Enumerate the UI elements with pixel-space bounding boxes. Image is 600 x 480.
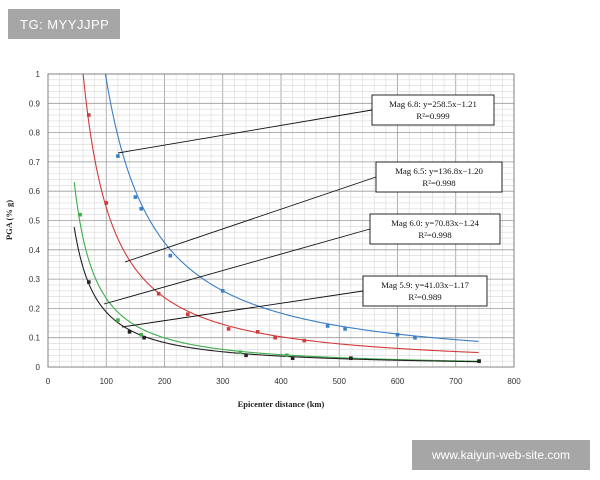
- data-point: [104, 201, 109, 205]
- annotation-equation: Mag 6.0: y=70.83x−1.24: [391, 218, 479, 228]
- y-tick-label: 0.7: [29, 158, 41, 167]
- annotation-leader: [117, 109, 373, 154]
- data-point: [116, 318, 120, 322]
- data-point: [290, 356, 295, 361]
- x-tick-label: 100: [100, 377, 114, 386]
- data-point: [220, 289, 225, 293]
- x-tick-label: 200: [158, 377, 172, 386]
- x-tick-label: 600: [391, 377, 405, 386]
- annotation-r2: R²=0.989: [408, 292, 442, 302]
- y-tick-label: 0.8: [29, 129, 41, 138]
- y-tick-label: 0.6: [29, 187, 41, 196]
- x-tick-label: 400: [274, 377, 288, 386]
- tag-label: TG: MYYJJPP: [8, 9, 120, 39]
- data-point: [127, 330, 132, 334]
- data-point: [238, 350, 243, 355]
- fit-curve-mag-6.0: [73, 181, 479, 362]
- annotation-r2: R²=0.999: [416, 111, 450, 121]
- data-point: [255, 330, 260, 334]
- data-point: [168, 253, 173, 258]
- annotation-equation: Mag 6.8: y=258.5x−1.21: [389, 99, 477, 109]
- data-point: [285, 353, 289, 358]
- y-tick-label: 0: [36, 363, 41, 372]
- annotation-box: [362, 275, 488, 307]
- annotation-equation: Mag 6.5: y=136.8x−1.20: [395, 166, 483, 176]
- annotation-boxes: Mag 6.8: y=258.5x−1.21 R²=0.999 Mag 6.5: y…: [362, 94, 503, 307]
- data-point: [343, 327, 347, 331]
- data-point: [186, 312, 190, 317]
- x-tick-label: 700: [449, 377, 463, 386]
- data-point: [413, 335, 417, 340]
- data-point: [226, 327, 231, 331]
- annotation-box: [375, 161, 503, 193]
- data-point: [86, 113, 91, 117]
- annotation-box: [371, 94, 495, 126]
- data-point: [86, 280, 91, 284]
- y-tick-label: 0.5: [29, 217, 41, 226]
- y-tick-label: 0.9: [29, 99, 41, 108]
- y-tick-label: 0.2: [29, 304, 41, 313]
- data-points: [78, 113, 481, 363]
- x-axis-label: Epicenter distance (km): [238, 399, 325, 409]
- data-point: [78, 212, 82, 217]
- annotation-leader: [121, 290, 364, 328]
- annotation-equation: Mag 5.9: y=41.03x−1.17: [381, 280, 469, 290]
- fit-curve-mag-6.8: [104, 74, 479, 342]
- data-point: [395, 332, 400, 337]
- watermark: www.kaiyun-web-site.com: [412, 440, 590, 470]
- x-tick-label: 800: [507, 377, 521, 386]
- data-point: [139, 332, 143, 337]
- data-point: [156, 291, 161, 296]
- data-point: [142, 335, 146, 340]
- x-tick-label: 500: [333, 377, 347, 386]
- annotation-box: [369, 213, 501, 245]
- data-point: [244, 353, 248, 358]
- y-tick-label: 0.1: [29, 334, 41, 343]
- x-tick-label: 0: [46, 377, 51, 386]
- y-tick-label: 1: [36, 70, 41, 79]
- y-tick-label: 0.3: [29, 275, 41, 284]
- y-tick-label: 0.4: [29, 246, 41, 255]
- data-point: [133, 195, 138, 199]
- annotation-leader-lines: [103, 109, 377, 328]
- data-point: [349, 356, 353, 361]
- annotation-leader: [103, 228, 371, 305]
- data-point: [325, 324, 330, 328]
- data-point: [116, 154, 120, 158]
- annotation-r2: R²=0.998: [418, 230, 452, 240]
- annotation-leader: [124, 176, 377, 263]
- annotation-r2: R²=0.998: [422, 178, 456, 188]
- x-tick-label: 300: [216, 377, 230, 386]
- data-point: [273, 335, 277, 340]
- plot-frame: [47, 73, 515, 368]
- y-axis-label: PGA (% g): [4, 200, 14, 240]
- axis-tick-labels: 0 0.1 0.2 0.3 0.4 0.5 0.6 0.7 0.8 0.9 1 0 100 200 300 4…: [29, 70, 521, 386]
- data-point: [139, 206, 143, 211]
- data-point: [302, 338, 307, 343]
- data-point: [477, 359, 481, 363]
